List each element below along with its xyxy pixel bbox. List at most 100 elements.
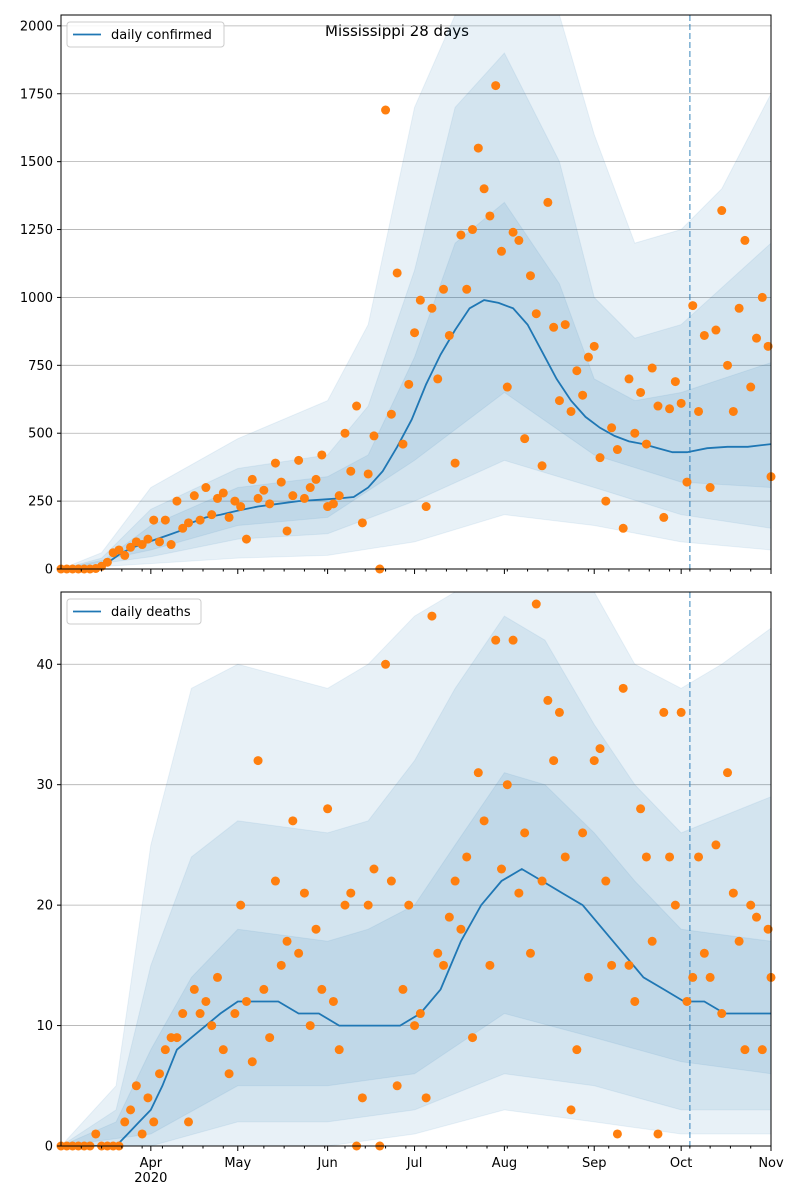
y-tick-label: 30 bbox=[36, 778, 53, 793]
data-point bbox=[189, 491, 199, 501]
data-point bbox=[178, 523, 188, 533]
data-point bbox=[468, 225, 478, 235]
data-point bbox=[502, 382, 512, 392]
legend: daily confirmed bbox=[66, 21, 225, 48]
y-tick-label: 40 bbox=[36, 658, 53, 673]
data-point bbox=[491, 635, 501, 645]
data-point bbox=[670, 900, 680, 910]
data-point bbox=[236, 502, 246, 512]
data-point bbox=[630, 996, 640, 1006]
data-point bbox=[549, 322, 559, 332]
data-point bbox=[357, 1093, 367, 1103]
data-point bbox=[305, 1021, 315, 1031]
data-point bbox=[688, 301, 698, 311]
data-point bbox=[560, 320, 570, 330]
data-point bbox=[404, 379, 414, 389]
data-point bbox=[288, 491, 298, 501]
y-tick-label: 750 bbox=[28, 359, 53, 374]
data-point bbox=[479, 816, 489, 826]
data-point bbox=[160, 515, 170, 525]
data-point bbox=[607, 423, 617, 433]
x-tick-label: Apr bbox=[140, 1156, 163, 1171]
data-point bbox=[195, 515, 205, 525]
data-point bbox=[172, 496, 182, 506]
data-point bbox=[386, 409, 396, 419]
data-point bbox=[618, 523, 628, 533]
data-point bbox=[682, 996, 692, 1006]
data-point bbox=[328, 499, 338, 509]
data-point bbox=[612, 445, 622, 455]
data-point bbox=[189, 984, 199, 994]
y-tick-label: 1500 bbox=[20, 155, 53, 170]
x-tick-label: Aug bbox=[492, 1156, 517, 1171]
data-point bbox=[317, 450, 327, 460]
series-line bbox=[61, 867, 771, 1146]
data-point bbox=[126, 542, 136, 552]
axes-frame bbox=[60, 591, 772, 1147]
data-point bbox=[479, 184, 489, 194]
data-point bbox=[728, 406, 738, 416]
x-tick-label: Oct bbox=[670, 1156, 692, 1171]
data-point bbox=[462, 852, 472, 862]
data-point bbox=[618, 683, 628, 693]
x-tick-label: Jun bbox=[316, 1156, 337, 1171]
x-tick-label: Nov bbox=[758, 1156, 784, 1171]
data-point bbox=[740, 1045, 750, 1055]
data-point bbox=[265, 499, 275, 509]
data-point bbox=[572, 1045, 582, 1055]
data-point bbox=[126, 1105, 136, 1115]
data-point bbox=[670, 377, 680, 387]
data-point bbox=[282, 526, 292, 536]
data-point bbox=[682, 477, 692, 487]
data-point bbox=[717, 206, 727, 216]
data-point bbox=[665, 404, 675, 414]
data-point bbox=[543, 695, 553, 705]
data-point bbox=[496, 246, 506, 256]
data-point bbox=[334, 491, 344, 501]
data-point bbox=[468, 1033, 478, 1043]
data-point bbox=[444, 912, 454, 922]
data-point bbox=[537, 876, 547, 886]
data-point bbox=[531, 309, 541, 319]
data-point bbox=[241, 534, 251, 544]
axes-frame bbox=[60, 14, 772, 570]
data-point bbox=[311, 474, 321, 484]
uncertainty-band-1 bbox=[61, 15, 771, 569]
data-point bbox=[398, 984, 408, 994]
data-point bbox=[230, 496, 240, 506]
data-point bbox=[410, 328, 420, 338]
data-point bbox=[711, 840, 721, 850]
legend-label: daily confirmed bbox=[111, 28, 212, 43]
data-point bbox=[711, 325, 721, 335]
data-point bbox=[236, 900, 246, 910]
data-point bbox=[566, 1105, 576, 1115]
data-point bbox=[149, 1117, 159, 1127]
y-tick-label: 0 bbox=[45, 563, 53, 578]
data-point bbox=[740, 235, 750, 245]
data-point bbox=[201, 483, 211, 493]
uncertainty-band-1 bbox=[61, 592, 771, 1146]
data-point bbox=[276, 960, 286, 970]
x-tick-label: Jul bbox=[406, 1156, 423, 1171]
data-point bbox=[433, 948, 443, 958]
data-point bbox=[520, 828, 530, 838]
data-point bbox=[207, 510, 217, 520]
data-point bbox=[381, 659, 391, 669]
data-point bbox=[137, 540, 147, 550]
data-point bbox=[647, 936, 657, 946]
data-point bbox=[676, 707, 686, 717]
data-point bbox=[653, 401, 663, 411]
data-point bbox=[595, 453, 605, 463]
data-point bbox=[491, 81, 501, 91]
data-point bbox=[728, 888, 738, 898]
data-point bbox=[549, 756, 559, 766]
uncertainty-band-3 bbox=[61, 201, 771, 569]
data-point bbox=[554, 707, 564, 717]
data-point bbox=[583, 972, 593, 982]
data-point bbox=[757, 1045, 767, 1055]
data-point bbox=[404, 900, 414, 910]
data-point bbox=[723, 768, 733, 778]
data-point bbox=[270, 876, 280, 886]
data-point bbox=[143, 1093, 153, 1103]
x-tick-label: May bbox=[224, 1156, 251, 1171]
